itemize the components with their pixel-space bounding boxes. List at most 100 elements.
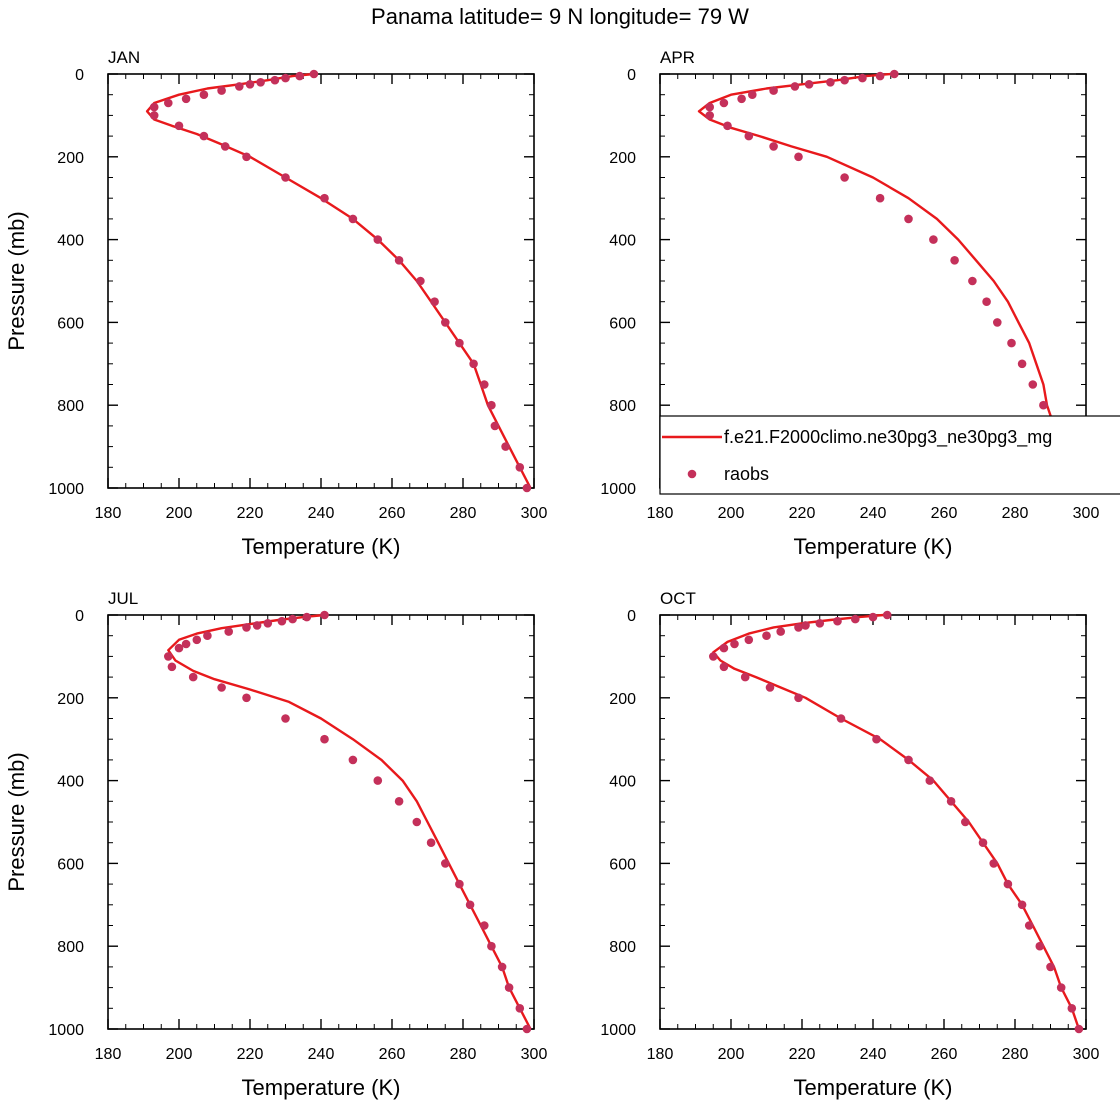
raobs-point	[426, 838, 436, 847]
x-tick-label: 180	[647, 1046, 674, 1063]
raobs-point	[295, 71, 305, 81]
raobs-point	[515, 463, 525, 472]
y-tick-label: 600	[57, 856, 84, 873]
raobs-point	[490, 421, 500, 431]
model-profile-line	[697, 72, 1088, 489]
raobs-point	[1035, 941, 1045, 951]
raobs-point	[504, 983, 514, 992]
raobs-point	[174, 643, 184, 653]
raobs-point	[302, 612, 312, 622]
raobs-point	[394, 255, 404, 265]
y-tick-label: 800	[57, 398, 84, 415]
raobs-point	[242, 693, 251, 703]
y-axis-label: Pressure (mb)	[4, 752, 29, 891]
raobs-point	[252, 621, 262, 630]
raobs-point	[950, 255, 959, 265]
raobs-point	[480, 921, 489, 930]
x-tick-label: 220	[237, 505, 264, 522]
raobs-point	[373, 235, 383, 244]
panel-label: JUL	[108, 589, 138, 608]
plot-frame	[107, 73, 535, 489]
raobs-point	[348, 214, 358, 224]
x-tick-label: 240	[308, 1046, 335, 1063]
raobs-point	[455, 879, 464, 889]
raobs-point	[217, 86, 226, 95]
raobs-point	[220, 142, 230, 151]
raobs-point	[833, 616, 842, 626]
raobs-point	[188, 672, 198, 682]
x-tick-label: 180	[95, 1046, 122, 1063]
raobs-point	[705, 111, 714, 120]
raobs-point	[235, 82, 244, 91]
legend-label-model: f.e21.F2000climo.ne30pg3_ne30pg3_mg	[724, 427, 1052, 448]
x-tick-label: 300	[1073, 1046, 1100, 1063]
y-axis-label: Pressure (mb)	[4, 211, 29, 350]
x-tick-label: 240	[860, 1046, 887, 1063]
raobs-point	[723, 121, 732, 131]
raobs-point	[737, 94, 746, 104]
raobs-point	[522, 1024, 532, 1034]
raobs-point	[961, 817, 970, 827]
raobs-point	[904, 755, 913, 765]
raobs-point	[224, 627, 233, 636]
raobs-point	[946, 797, 956, 806]
raobs-point	[815, 619, 825, 628]
panel-apr: 180 200 220 240 260 280 300 0 200 400 600 800 1000 AP…	[600, 48, 1099, 559]
raobs-point	[309, 69, 319, 79]
x-axis-label: Temperature (K)	[242, 534, 401, 559]
raobs-point	[181, 639, 191, 649]
raobs-point	[1017, 359, 1027, 369]
x-tick-label: 260	[379, 1046, 406, 1063]
raobs-point	[149, 111, 159, 120]
raobs-point	[982, 297, 991, 307]
plot-frame	[659, 614, 1087, 1030]
legend-label-raobs: raobs	[724, 464, 769, 484]
raobs-point	[925, 776, 935, 785]
y-tick-label: 1000	[48, 1022, 84, 1039]
raobs-point	[794, 693, 803, 703]
raobs-point	[875, 71, 885, 81]
raobs-point	[217, 683, 226, 692]
x-tick-label: 220	[789, 1046, 816, 1063]
raobs-point	[719, 662, 729, 672]
raobs-point	[804, 80, 814, 89]
x-tick-label: 220	[789, 505, 816, 522]
raobs-point	[487, 400, 496, 410]
y-tick-label: 1000	[48, 481, 84, 498]
raobs-point	[762, 631, 771, 640]
raobs-point	[416, 276, 425, 286]
raobs-point	[515, 1004, 525, 1013]
y-tick-label: 200	[57, 691, 84, 708]
raobs-point	[882, 610, 892, 620]
x-tick-label: 260	[931, 1046, 958, 1063]
x-tick-label: 260	[379, 505, 406, 522]
raobs-point	[441, 859, 450, 868]
raobs-point	[840, 75, 849, 85]
raobs-point	[1039, 400, 1048, 410]
raobs-point	[769, 142, 778, 151]
raobs-point	[270, 75, 280, 85]
y-tick-label: 800	[57, 939, 84, 956]
raobs-point	[840, 173, 849, 182]
raobs-point	[929, 235, 938, 244]
y-tick-label: 200	[609, 150, 636, 167]
raobs-point	[1003, 879, 1013, 889]
x-tick-label: 200	[718, 1046, 745, 1063]
raobs-point	[1046, 962, 1055, 972]
raobs-point	[281, 173, 290, 182]
raobs-point	[164, 98, 173, 108]
raobs-point	[705, 102, 714, 112]
x-tick-label: 260	[931, 505, 958, 522]
raobs-point	[765, 683, 775, 692]
raobs-point	[441, 318, 450, 327]
raobs-point	[164, 652, 173, 661]
y-tick-label: 1000	[600, 481, 636, 498]
raobs-point	[836, 714, 846, 723]
raobs-point	[348, 755, 358, 765]
raobs-point	[281, 73, 290, 83]
raobs-point	[719, 98, 729, 108]
y-tick-label: 800	[609, 398, 636, 415]
raobs-point	[968, 276, 977, 286]
raobs-point	[730, 639, 739, 649]
